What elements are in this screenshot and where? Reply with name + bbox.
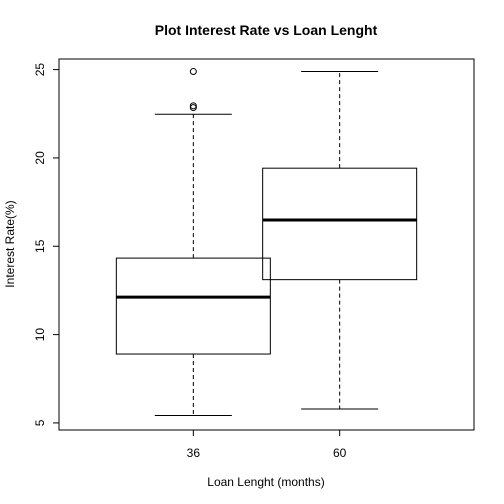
outlier-point bbox=[189, 102, 197, 110]
x-axis: 36 60 bbox=[187, 429, 347, 460]
y-axis-label: Interest Rate(%) bbox=[3, 200, 17, 287]
y-tick-label: 15 bbox=[33, 239, 47, 253]
box-60 bbox=[262, 71, 418, 410]
boxes bbox=[115, 68, 418, 417]
x-axis-label: Loan Lenght (months) bbox=[207, 475, 324, 489]
x-tick-label: 60 bbox=[333, 446, 347, 460]
y-tick-label: 25 bbox=[33, 63, 47, 77]
y-tick-label: 10 bbox=[33, 328, 47, 342]
y-tick-label: 5 bbox=[33, 419, 47, 426]
box-36 bbox=[115, 68, 271, 417]
x-tick-label: 36 bbox=[187, 446, 201, 460]
plot-frame bbox=[58, 58, 475, 431]
iqr-box bbox=[115, 257, 271, 355]
y-tick-label: 20 bbox=[33, 151, 47, 165]
outlier-point bbox=[189, 68, 197, 76]
y-axis: 5 10 15 20 25 bbox=[33, 63, 60, 426]
iqr-box bbox=[262, 167, 418, 281]
chart-title: Plot Interest Rate vs Loan Lenght bbox=[155, 22, 378, 38]
